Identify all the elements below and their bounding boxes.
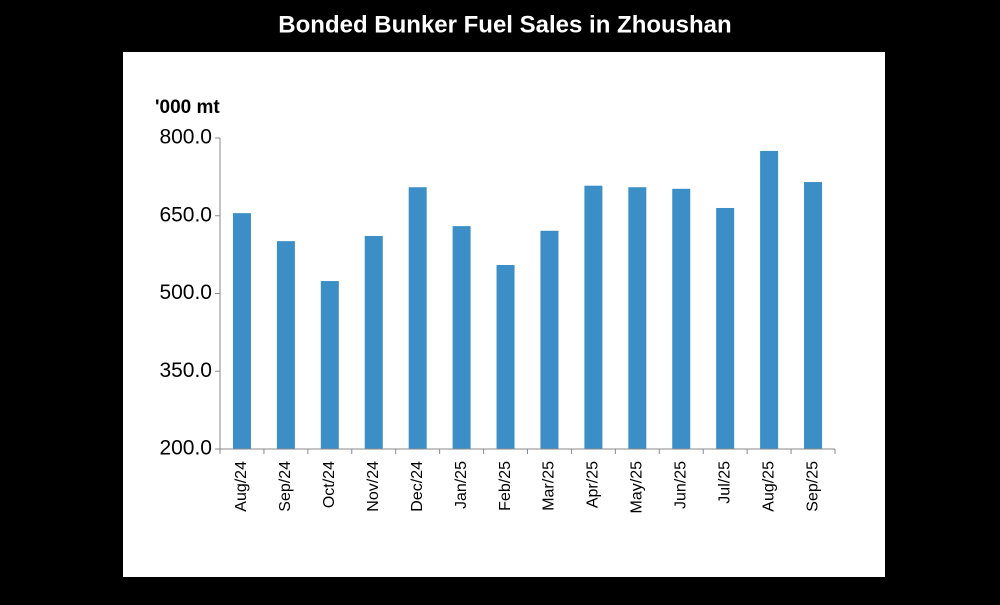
x-tick-label: Jun/25 (672, 461, 689, 509)
x-tick-label: Aug/25 (760, 461, 777, 512)
y-tick-label: 350.0 (159, 359, 212, 382)
bar (364, 235, 383, 449)
bar (628, 187, 647, 449)
x-tick-label: Oct/24 (321, 461, 338, 508)
bar (320, 281, 339, 449)
y-tick-label: 500.0 (159, 281, 212, 304)
bar (232, 213, 251, 449)
bar (804, 182, 823, 449)
chart-title: Bonded Bunker Fuel Sales in Zhoushan (278, 11, 731, 38)
x-tick-label: May/25 (629, 461, 646, 514)
bar (672, 188, 691, 449)
x-tick-label: Sep/25 (804, 461, 821, 512)
x-tick-label: Feb/25 (497, 461, 514, 511)
y-axis-label: '000 mt (155, 97, 220, 118)
bar (496, 264, 515, 449)
y-tick-label: 200.0 (159, 437, 212, 460)
bar (716, 207, 735, 449)
x-tick-label: Dec/24 (409, 461, 426, 512)
x-tick-label: Jul/25 (716, 461, 733, 504)
x-tick-label: Sep/24 (277, 461, 294, 512)
x-tick-label: Mar/25 (541, 461, 558, 511)
x-tick-label: Nov/24 (365, 461, 382, 512)
y-tick-label: 800.0 (159, 126, 212, 149)
x-tick-label: Aug/24 (233, 461, 250, 512)
y-tick-label: 650.0 (159, 203, 212, 226)
x-tick-label: Jan/25 (453, 461, 470, 509)
bar (584, 185, 603, 450)
bar (276, 241, 295, 449)
bar (408, 187, 427, 449)
bar (760, 150, 779, 450)
bar (452, 226, 471, 449)
x-tick-label: Apr/25 (585, 461, 602, 508)
bar (540, 230, 559, 449)
